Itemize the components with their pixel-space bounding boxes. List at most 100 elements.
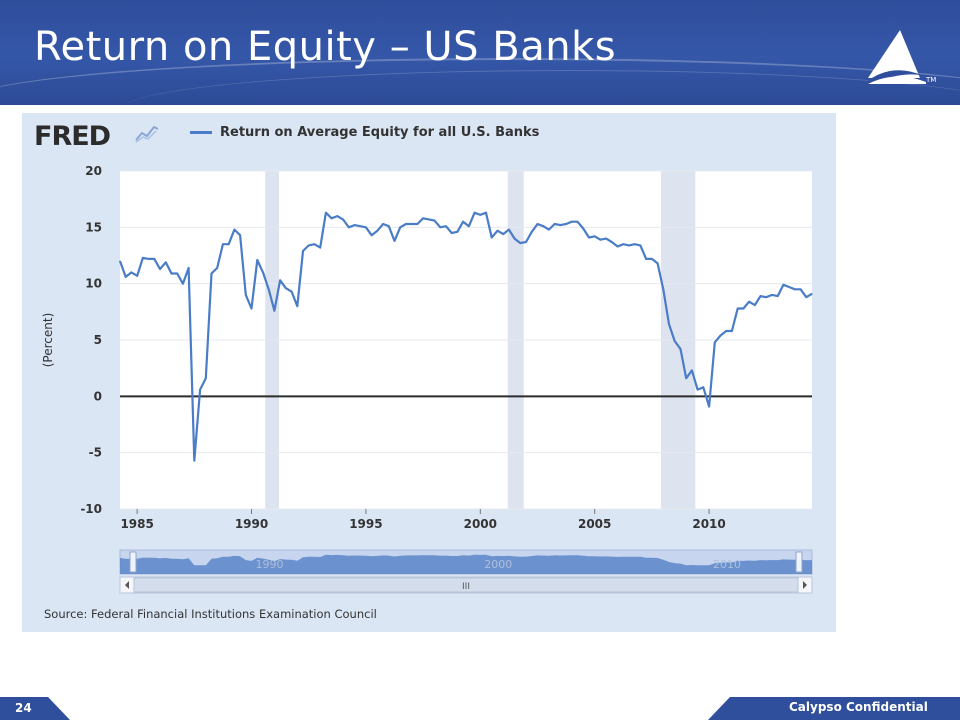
series-point [611, 241, 613, 243]
page-number: 24 [15, 701, 32, 715]
series-point [245, 294, 247, 296]
series-point [342, 218, 344, 221]
legend-swatch [190, 131, 212, 134]
series-point [473, 212, 476, 214]
series-point [308, 244, 310, 246]
y-tick-label: 0 [94, 389, 102, 403]
series-point [685, 377, 687, 379]
slide-title: Return on Equity – US Banks [34, 24, 617, 70]
series-point [519, 242, 521, 244]
series-point [142, 257, 144, 259]
y-tick-label: 20 [85, 164, 102, 178]
series-point [616, 245, 619, 248]
series-point [582, 227, 584, 230]
series-point [125, 276, 127, 278]
series-point [576, 221, 579, 223]
series-point [605, 238, 607, 240]
series-point [662, 288, 664, 290]
series-point [228, 243, 230, 245]
series-point [805, 296, 807, 298]
navigator-handle-left[interactable] [129, 551, 137, 573]
series-point [679, 348, 682, 350]
series-point [799, 288, 802, 290]
series-point [119, 260, 121, 262]
series-point [353, 224, 356, 226]
series-point [445, 225, 447, 227]
chart-canvas: 20 15 10 5 0 -5 -10 1985 1990 1995 2000 2005 2010 (Pe… [41, 164, 813, 594]
series-point [399, 226, 401, 228]
series-point [462, 221, 464, 223]
series-point [468, 225, 470, 227]
series-point [319, 247, 321, 249]
series-point [433, 219, 436, 222]
series-point [691, 369, 693, 372]
series-point [313, 243, 316, 245]
series-point [170, 272, 173, 275]
series-point [290, 290, 293, 293]
series-point [777, 295, 779, 297]
series-point [571, 221, 573, 223]
x-tick-label: 2000 [464, 517, 497, 531]
series-point [331, 217, 333, 219]
series-point [588, 236, 590, 239]
series-point [548, 228, 550, 231]
header-swoosh [0, 58, 960, 105]
series-point [765, 296, 767, 298]
series-point [188, 267, 190, 269]
series-point [182, 283, 184, 285]
y-tick-label: 15 [85, 220, 102, 234]
series-point [405, 223, 407, 225]
series-point [239, 234, 241, 236]
logo-sail-shape [868, 30, 920, 78]
series-point [147, 258, 150, 260]
series-point [656, 262, 659, 264]
series-point [485, 212, 487, 214]
series-point [622, 243, 624, 245]
series-point [136, 275, 138, 277]
series-point [210, 272, 213, 275]
series-point [479, 214, 481, 216]
company-logo: TM [866, 30, 936, 86]
series-point [153, 258, 155, 260]
scroll-left-arrow-icon [125, 581, 129, 589]
navigator-year-label: 2000 [484, 558, 512, 571]
navigator-year-label: 1990 [256, 558, 284, 571]
y-axis-label: (Percent) [41, 313, 55, 368]
series-point [811, 293, 813, 295]
series-point [525, 241, 527, 243]
series-point [725, 330, 727, 332]
series-point [782, 284, 785, 286]
series-point [222, 243, 224, 245]
series-point [439, 226, 441, 228]
series-point [599, 239, 601, 241]
y-tick-label: -10 [80, 502, 102, 516]
footer-confidential-tab [708, 697, 960, 720]
series-point [279, 279, 281, 281]
series-point [674, 340, 676, 342]
series-point [737, 307, 739, 310]
series-point [554, 223, 556, 225]
series-point [748, 301, 750, 303]
series-point [771, 294, 773, 296]
series-point [273, 310, 276, 312]
series-point [302, 250, 304, 252]
navigator-handle-right[interactable] [795, 551, 803, 573]
series-point [416, 223, 418, 225]
series-point [359, 225, 361, 227]
series-point [536, 223, 539, 225]
series-point [256, 259, 258, 261]
logo-tm: TM [925, 76, 936, 84]
series-point [559, 224, 561, 226]
scrollbar-grip: III [462, 582, 470, 592]
series-point [514, 238, 516, 240]
series-point [159, 268, 161, 270]
chart-source: Source: Federal Financial Institutions E… [44, 607, 377, 621]
series-point [428, 218, 430, 221]
navigator-area [120, 554, 812, 574]
series-point [393, 240, 396, 242]
series-point [176, 272, 178, 275]
x-tick-label: 1990 [235, 517, 268, 531]
series-point [382, 223, 384, 225]
series-point [411, 223, 413, 225]
series-line [118, 211, 813, 462]
